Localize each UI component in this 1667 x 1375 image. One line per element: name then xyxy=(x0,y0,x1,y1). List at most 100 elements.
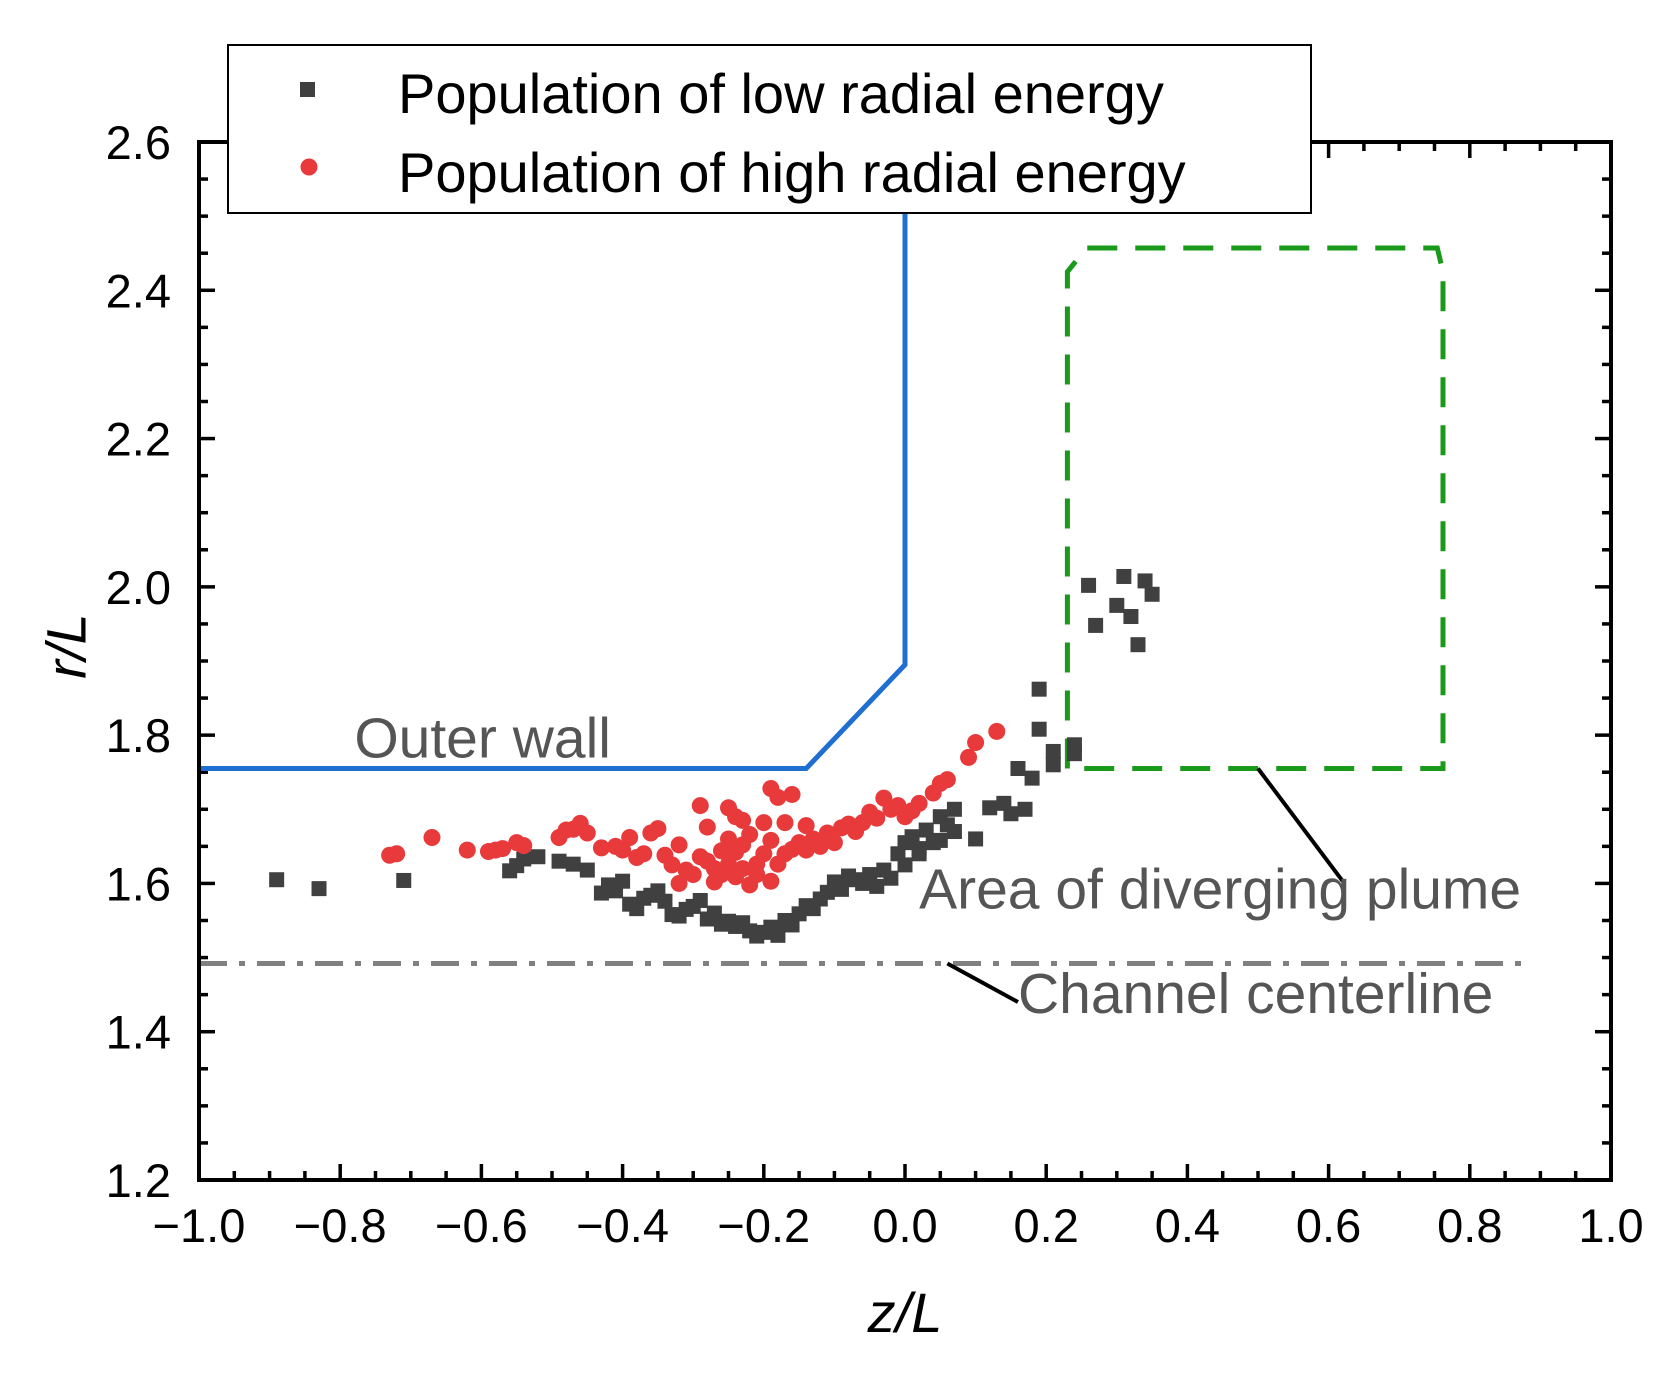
low-energy-point xyxy=(862,867,878,883)
low-energy-point xyxy=(516,851,532,867)
high-energy-point xyxy=(748,866,766,884)
high-energy-point xyxy=(960,748,978,766)
low-energy-point xyxy=(982,800,998,816)
low-energy-point xyxy=(692,892,708,908)
x-axis-title: z/L xyxy=(867,1281,943,1344)
x-tick-label: −0.4 xyxy=(576,1199,669,1252)
tick-labels: −1.0 −0.8 −0.6 −0.4 −0.2 0.0 0.2 0.4 0.6 0.8 1.0 1.… xyxy=(106,116,1644,1252)
low-energy-point xyxy=(833,881,849,897)
high-energy-point xyxy=(614,841,632,859)
high-energy-point xyxy=(967,734,985,752)
low-energy-point xyxy=(565,856,581,872)
high-energy-point xyxy=(797,817,815,835)
high-energy-point xyxy=(910,794,928,812)
legend-box xyxy=(227,44,1312,214)
low-energy-point xyxy=(579,862,595,878)
y-tick-label: 1.8 xyxy=(106,709,171,762)
outer-wall-label: Outer wall xyxy=(354,706,611,770)
low-energy-point xyxy=(1024,770,1040,786)
high-energy-point xyxy=(741,825,759,843)
high-energy-point xyxy=(938,771,956,789)
low-energy-point xyxy=(1123,609,1139,625)
y-tick-label: 2.2 xyxy=(106,413,171,466)
y-tick-label: 1.6 xyxy=(106,857,171,910)
high-energy-point xyxy=(988,722,1006,740)
low-energy-point xyxy=(1109,597,1125,613)
diverging-plume-box xyxy=(1064,245,1446,771)
high-energy-point xyxy=(755,814,773,832)
x-tick-label: −1.0 xyxy=(153,1199,246,1252)
legend-circle-marker xyxy=(300,158,318,176)
low-energy-point xyxy=(770,927,786,943)
low-energy-point xyxy=(1031,681,1047,697)
low-energy-point xyxy=(869,878,885,894)
y-tick-label: 2.6 xyxy=(106,116,171,169)
plume-annotation-leader xyxy=(1256,767,1345,883)
y-axis-title: r/L xyxy=(35,613,98,678)
high-energy-point xyxy=(868,809,886,827)
low-energy-point xyxy=(311,881,327,897)
x-tick-label: 0.6 xyxy=(1296,1199,1361,1252)
low-energy-point xyxy=(946,824,962,840)
low-energy-point xyxy=(911,841,927,857)
legend-square-marker xyxy=(300,82,315,97)
high-energy-point xyxy=(684,866,702,884)
high-energy-point xyxy=(720,830,737,848)
high-energy-point xyxy=(494,840,512,858)
x-tick-label: −0.8 xyxy=(294,1199,387,1252)
high-energy-point xyxy=(734,860,752,878)
low-energy-point xyxy=(1088,617,1104,633)
channel-centerline-label: Channel centerline xyxy=(1018,962,1493,1026)
high-energy-point xyxy=(635,845,653,863)
high-energy-point xyxy=(762,872,780,890)
high-energy-point xyxy=(825,834,843,852)
low-energy-point xyxy=(1045,757,1061,773)
low-energy-point xyxy=(530,849,546,865)
high-energy-point xyxy=(755,845,773,863)
x-tick-label: 0.8 xyxy=(1437,1199,1502,1252)
y-tick-label: 1.2 xyxy=(106,1154,171,1207)
low-energy-point xyxy=(396,872,412,888)
high-energy-point xyxy=(783,785,801,803)
high-energy-point xyxy=(670,874,688,892)
low-energy-point xyxy=(1137,573,1153,589)
low-energy-point xyxy=(551,853,567,869)
y-tick-label: 2.4 xyxy=(106,264,171,317)
low-energy-point xyxy=(1130,637,1146,653)
high-energy-point xyxy=(762,831,780,849)
low-energy-point xyxy=(1003,806,1019,822)
high-energy-point xyxy=(811,837,829,855)
data-points xyxy=(269,568,1160,944)
x-tick-label: 0.2 xyxy=(1014,1199,1079,1252)
centerline-annotation-leader xyxy=(946,961,1019,1004)
low-energy-point xyxy=(932,832,948,848)
low-energy-point xyxy=(1116,568,1132,584)
low-energy-point xyxy=(1144,586,1160,602)
low-energy-point xyxy=(918,822,934,838)
high-energy-point xyxy=(649,820,667,838)
y-tick-label: 1.4 xyxy=(106,1006,171,1059)
x-tick-label: 0.0 xyxy=(872,1199,937,1252)
low-energy-point xyxy=(968,831,984,847)
high-energy-point xyxy=(698,818,716,836)
low-energy-point xyxy=(946,801,962,817)
x-tick-label: −0.6 xyxy=(435,1199,528,1252)
legend-label-low-energy: Population of low radial energy xyxy=(398,62,1164,125)
high-energy-point xyxy=(663,856,681,874)
high-energy-point xyxy=(388,845,406,863)
outer-wall-line xyxy=(199,142,908,771)
x-tick-label: −0.2 xyxy=(717,1199,810,1252)
low-energy-point xyxy=(1045,743,1061,759)
low-energy-point xyxy=(1017,801,1033,817)
high-energy-point xyxy=(578,824,596,842)
low-energy-point xyxy=(1081,577,1097,593)
annotations: Outer wall Area of diverging plume Chann… xyxy=(354,706,1521,1026)
low-energy-point xyxy=(883,870,899,886)
high-energy-point xyxy=(734,811,752,829)
y-tick-label: 2.0 xyxy=(106,561,171,614)
low-energy-point xyxy=(1031,721,1047,737)
high-energy-point xyxy=(670,836,688,854)
x-tick-label: 1.0 xyxy=(1578,1199,1643,1252)
high-energy-point xyxy=(515,837,533,855)
high-energy-point xyxy=(592,839,610,857)
